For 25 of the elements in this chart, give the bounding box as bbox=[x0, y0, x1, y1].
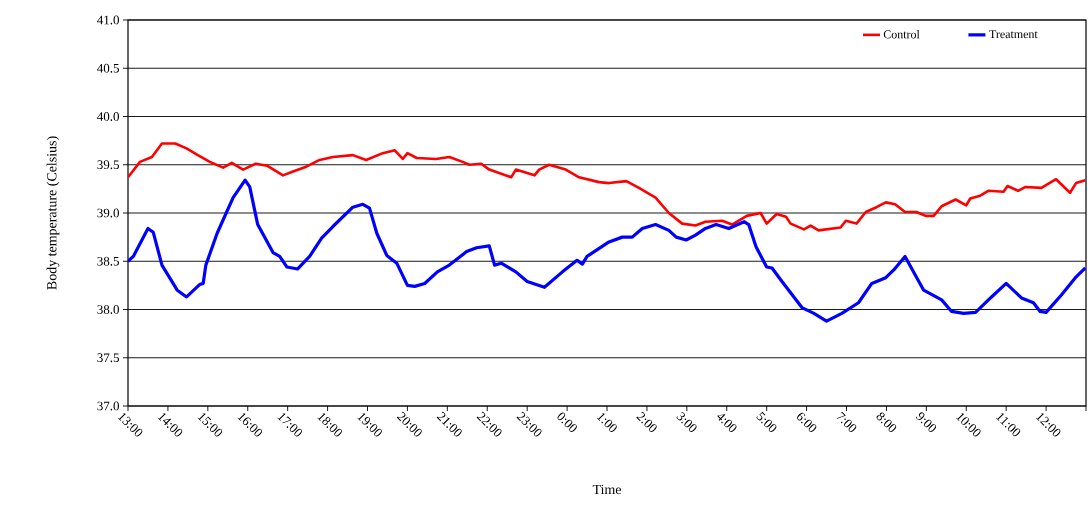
x-tick-label: 7:00 bbox=[836, 411, 857, 432]
y-axis-title: Body temperature (Celsius) bbox=[46, 136, 60, 290]
y-tick-label: 40.5 bbox=[97, 63, 119, 73]
x-tick-label: 8:00 bbox=[876, 412, 897, 432]
y-tick-label: 38.5 bbox=[97, 256, 119, 266]
line-series bbox=[128, 178, 1087, 323]
y-tick-label: 37.0 bbox=[97, 401, 119, 411]
x-tick-label: 5:00 bbox=[756, 411, 777, 432]
legend-label: Treatment bbox=[989, 30, 1038, 39]
y-tick-label: 40.0 bbox=[97, 112, 119, 121]
x-tick-label: 1:00 bbox=[596, 412, 617, 432]
y-tick-label: 37.5 bbox=[97, 353, 119, 363]
x-tick-label: 3:00 bbox=[676, 411, 697, 432]
x-tick-label: 2:00 bbox=[636, 411, 657, 432]
y-tick-label: 38.0 bbox=[97, 305, 119, 314]
x-tick-label: 4:00 bbox=[717, 414, 737, 432]
legend-label: Control bbox=[883, 29, 920, 39]
y-tick-label: 39.5 bbox=[97, 160, 119, 170]
y-tick-label: 39.0 bbox=[97, 208, 119, 218]
x-tick-label: 6:00 bbox=[797, 412, 817, 432]
x-tick-label: 0:00 bbox=[557, 412, 577, 432]
x-tick-label: 9:00 bbox=[915, 412, 937, 432]
x-axis-title: Time bbox=[592, 484, 621, 495]
y-tick-label: 41.0 bbox=[97, 15, 119, 25]
line-series bbox=[128, 142, 1087, 232]
